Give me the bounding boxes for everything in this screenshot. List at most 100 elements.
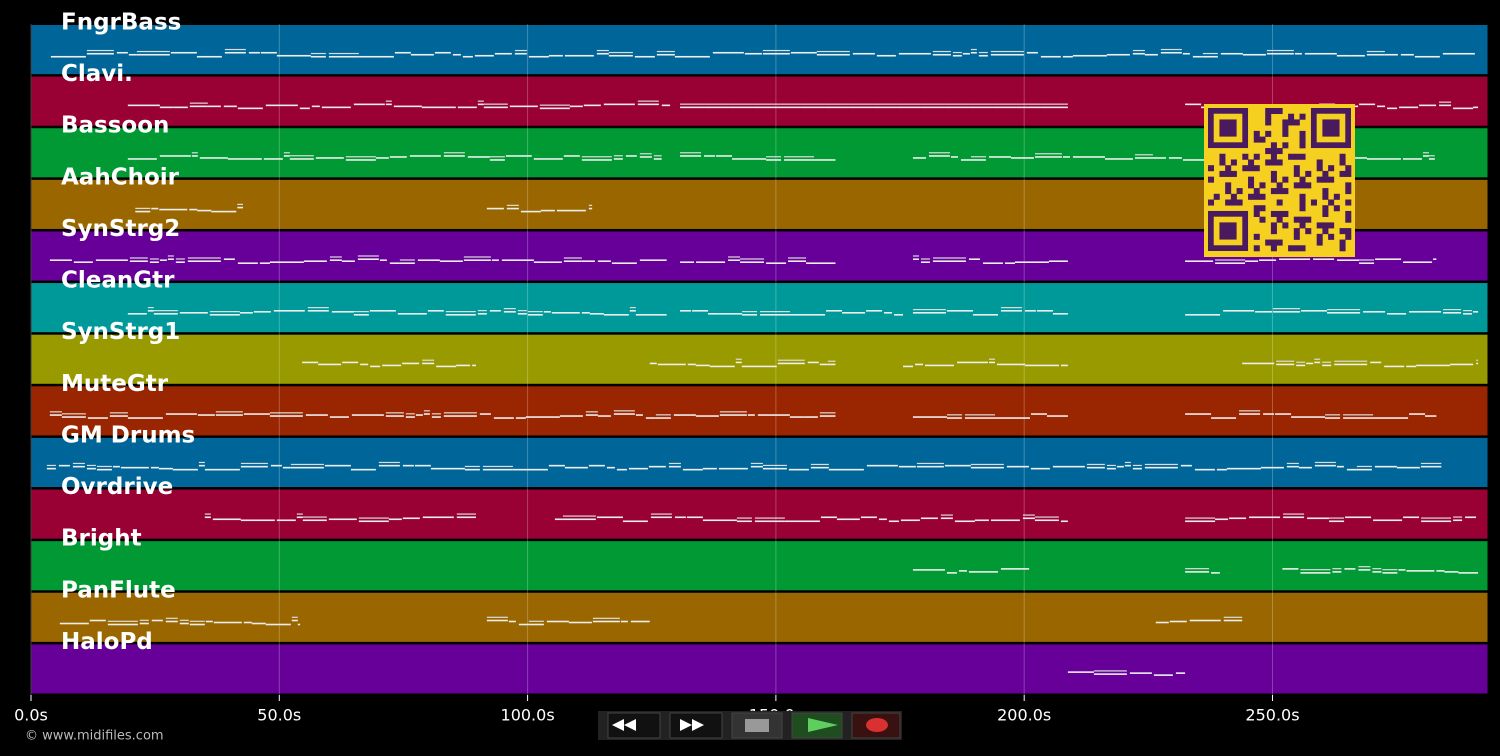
- note: [405, 413, 415, 415]
- note: [912, 255, 919, 257]
- note: [656, 53, 675, 56]
- note: [742, 314, 758, 316]
- note: [299, 107, 310, 110]
- track-row: [30, 333, 1489, 385]
- note: [399, 262, 415, 264]
- note: [539, 107, 570, 110]
- note: [1428, 158, 1435, 160]
- note: [251, 622, 266, 625]
- note: [1304, 52, 1337, 55]
- qr-module: [1322, 193, 1329, 200]
- note: [588, 464, 605, 467]
- note: [1010, 157, 1034, 159]
- note: [1359, 259, 1375, 261]
- qr-module: [1253, 153, 1260, 160]
- forward-button[interactable]: [669, 712, 723, 739]
- note: [1160, 51, 1182, 54]
- note-span: [680, 152, 836, 161]
- qr-module: [1253, 233, 1260, 240]
- note: [964, 417, 995, 419]
- note: [1327, 312, 1361, 314]
- note: [58, 464, 70, 467]
- note: [629, 310, 636, 312]
- note: [1185, 260, 1214, 262]
- note: [1086, 466, 1105, 469]
- qr-module: [1276, 188, 1283, 195]
- note: [303, 260, 327, 262]
- note: [135, 210, 151, 213]
- note: [974, 519, 989, 522]
- note: [732, 158, 767, 160]
- qr-module: [1270, 228, 1277, 235]
- note: [399, 259, 415, 261]
- note: [1034, 519, 1059, 522]
- note: [467, 156, 490, 158]
- transport-controls: [598, 711, 902, 740]
- note: [962, 52, 970, 55]
- note: [1016, 103, 1041, 105]
- note: [896, 103, 921, 105]
- note: [165, 617, 178, 619]
- note: [491, 259, 499, 261]
- note: [89, 619, 106, 622]
- copyright: © www.midifiles.com: [25, 729, 164, 744]
- note: [87, 417, 108, 419]
- note: [456, 364, 471, 367]
- qr-module: [1276, 216, 1283, 223]
- note: [290, 463, 324, 466]
- track-label: SynStrg2: [61, 216, 180, 242]
- note: [1060, 520, 1068, 523]
- note: [1106, 464, 1116, 467]
- note: [944, 464, 971, 467]
- note: [848, 106, 873, 109]
- note: [1336, 54, 1351, 57]
- play-button[interactable]: [791, 712, 843, 739]
- note: [135, 207, 151, 209]
- note: [784, 159, 815, 161]
- note: [1215, 262, 1246, 264]
- note: [1373, 519, 1403, 522]
- note: [189, 620, 205, 622]
- note: [960, 159, 971, 161]
- record-button[interactable]: [851, 712, 901, 739]
- note: [153, 310, 178, 312]
- note: [912, 157, 926, 159]
- note: [1428, 155, 1435, 157]
- note: [405, 416, 415, 418]
- note: [613, 410, 635, 412]
- note: [807, 361, 819, 364]
- stop-button[interactable]: [731, 712, 783, 739]
- note: [611, 262, 637, 264]
- note: [634, 55, 655, 58]
- note: [73, 261, 93, 263]
- track-row: [30, 591, 1489, 643]
- note: [1124, 464, 1131, 467]
- note: [1458, 572, 1479, 574]
- qr-module: [1225, 170, 1232, 177]
- note: [187, 257, 221, 259]
- rewind-button[interactable]: [607, 712, 661, 739]
- note: [1329, 517, 1345, 519]
- qr-module: [1339, 228, 1346, 235]
- note: [1273, 311, 1301, 313]
- note: [212, 518, 241, 521]
- note: [806, 262, 836, 264]
- note: [409, 155, 441, 157]
- note: [788, 260, 807, 262]
- note: [394, 51, 411, 54]
- note: [866, 464, 898, 467]
- note: [1307, 517, 1330, 520]
- note: [1086, 463, 1105, 466]
- note: [196, 55, 222, 58]
- note: [1000, 310, 1022, 312]
- qr-module: [1293, 228, 1300, 235]
- note: [848, 103, 873, 105]
- note: [307, 307, 329, 309]
- note: [439, 260, 463, 262]
- note: [1104, 158, 1119, 160]
- note: [932, 257, 966, 259]
- note: [189, 623, 205, 626]
- tick-label: 50.0s: [257, 706, 301, 725]
- note: [96, 465, 112, 468]
- note: [1093, 670, 1127, 672]
